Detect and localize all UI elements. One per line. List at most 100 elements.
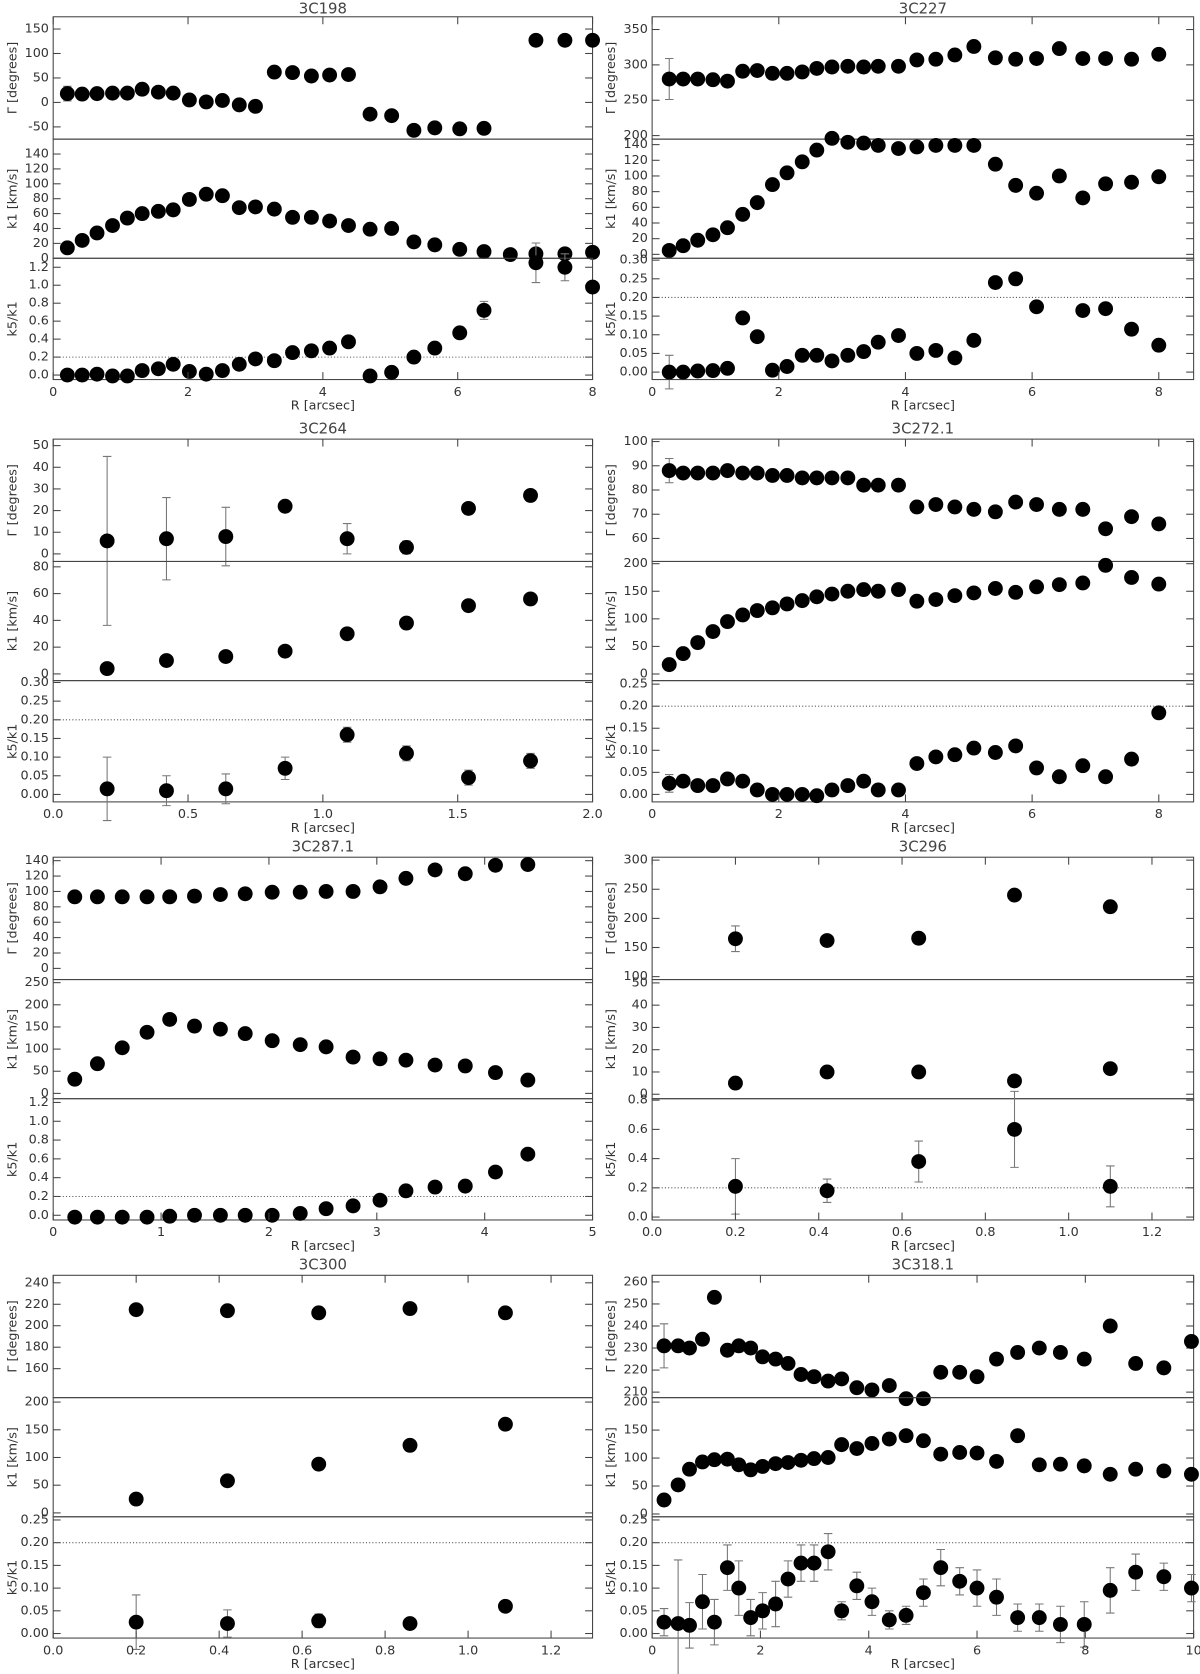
y-tick-label: 100: [25, 46, 49, 61]
x-tick-label: 0.0: [43, 1643, 63, 1658]
y-tick-label: 0.15: [619, 1558, 647, 1573]
y-tick-label: 0.2: [29, 350, 49, 365]
y-axis-label: k1 [km/s]: [604, 591, 619, 651]
data-point: [285, 209, 300, 225]
data-point: [1008, 51, 1024, 67]
x-axis-label: R [arcsec]: [891, 1657, 955, 1672]
chart-title: 3C300: [299, 1256, 347, 1274]
data-point: [311, 1456, 327, 1472]
data-point: [870, 477, 886, 493]
data-point: [720, 463, 735, 479]
data-point: [824, 59, 840, 75]
data-point: [159, 653, 174, 668]
y-axis-label: Γ [degrees]: [604, 882, 619, 954]
y-tick-label: 1.0: [29, 278, 49, 293]
data-point: [105, 368, 120, 384]
data-point: [840, 347, 856, 363]
x-tick-label: 10: [1185, 1643, 1200, 1658]
data-point: [1102, 1318, 1118, 1334]
data-point: [755, 1603, 771, 1619]
x-tick-label: 6: [454, 385, 462, 400]
data-point: [870, 583, 886, 599]
data-point: [476, 120, 492, 136]
data-point: [1051, 41, 1067, 57]
data-point: [947, 747, 963, 763]
data-point: [661, 364, 677, 380]
data-point: [452, 241, 468, 257]
x-tick-label: 4: [319, 385, 327, 400]
data-point: [768, 1596, 784, 1612]
y-tick-label: 230: [624, 1341, 648, 1356]
y-tick-label: 40: [33, 613, 49, 628]
y-tick-label: 80: [33, 559, 49, 574]
data-point: [497, 1305, 513, 1321]
data-point: [824, 130, 840, 146]
data-point: [277, 498, 293, 514]
data-point: [292, 1205, 308, 1221]
data-point: [911, 1064, 927, 1080]
chart-title: 3C227: [899, 0, 947, 17]
data-point: [695, 1454, 710, 1470]
data-point: [384, 221, 400, 236]
panel-frame: [52, 856, 594, 981]
y-axis-label: k1 [km/s]: [5, 591, 20, 651]
y-tick-label: 240: [25, 1275, 49, 1290]
data-point: [557, 259, 573, 275]
y-tick-label: 0.00: [619, 1626, 647, 1641]
data-point: [909, 139, 925, 155]
y-tick-label: 0.20: [21, 1535, 49, 1550]
y-tick-label: 100: [624, 611, 648, 626]
data-point: [749, 195, 765, 211]
data-point: [731, 1338, 747, 1354]
panel-frame: [651, 1274, 1195, 1399]
data-point: [74, 232, 90, 248]
data-point: [1102, 1582, 1118, 1598]
y-tick-label: 100: [624, 434, 648, 449]
data-point: [1151, 169, 1167, 185]
data-point: [1076, 1616, 1092, 1632]
data-point: [181, 364, 197, 379]
data-point: [793, 1452, 809, 1468]
data-point: [402, 1437, 418, 1453]
data-point: [461, 598, 476, 614]
data-point: [1075, 51, 1091, 66]
data-point: [1124, 570, 1139, 585]
data-point: [339, 531, 355, 547]
data-point: [911, 1154, 927, 1169]
data-point: [318, 1039, 334, 1055]
data-point: [720, 220, 735, 236]
y-tick-label: 0: [41, 666, 49, 681]
y-tick-label: 10: [632, 1064, 648, 1079]
data-point: [849, 1441, 865, 1456]
data-point: [705, 778, 721, 794]
data-point: [794, 347, 810, 363]
data-point: [891, 141, 906, 156]
data-point: [727, 931, 743, 947]
data-point: [285, 345, 300, 361]
y-tick-label: 140: [25, 147, 49, 162]
data-point: [1051, 168, 1067, 184]
data-point: [1184, 1333, 1199, 1349]
data-point: [181, 192, 197, 207]
data-point: [1098, 176, 1114, 192]
data-point: [74, 86, 90, 102]
data-point: [947, 137, 963, 153]
data-point: [670, 1616, 686, 1631]
data-point: [720, 614, 735, 630]
x-tick-label: 2: [756, 1643, 764, 1658]
data-point: [99, 661, 115, 677]
y-axis-label: k1 [km/s]: [604, 1009, 619, 1069]
data-point: [824, 782, 840, 798]
data-point: [128, 1302, 144, 1318]
data-point: [1098, 301, 1114, 317]
data-point: [891, 782, 906, 798]
data-point: [661, 463, 677, 479]
data-point: [523, 591, 538, 607]
y-axis-label: k1 [km/s]: [604, 169, 619, 229]
data-point: [819, 1064, 835, 1080]
x-tick-label: 0: [49, 385, 57, 400]
data-point: [675, 646, 691, 662]
data-point: [220, 1616, 235, 1631]
data-point: [819, 933, 835, 948]
x-tick-label: 0.5: [178, 807, 198, 822]
